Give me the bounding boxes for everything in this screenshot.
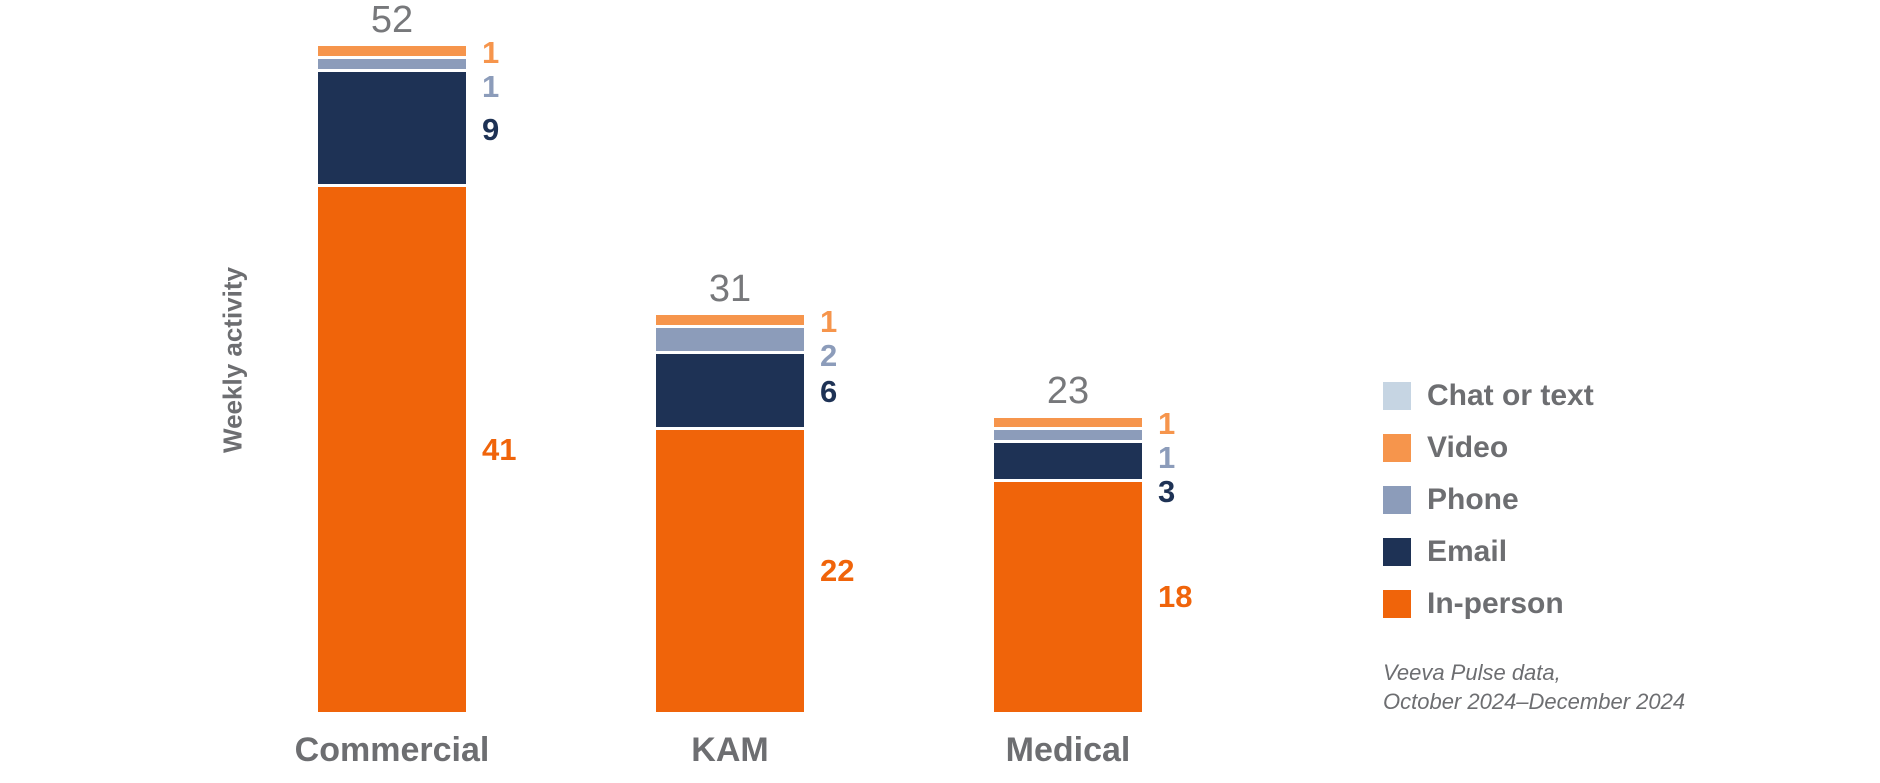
bar-segment-medical-phone bbox=[994, 430, 1142, 444]
legend-swatch-in-person bbox=[1383, 590, 1411, 618]
bar-segment-commercial-in-person bbox=[318, 187, 466, 712]
value-label-kam-phone: 2 bbox=[820, 337, 838, 373]
bar-segment-medical-in-person bbox=[994, 481, 1142, 712]
total-label-kam: 31 bbox=[708, 267, 752, 310]
value-label-kam-email: 6 bbox=[820, 374, 838, 409]
value-label-commercial-video: 1 bbox=[482, 34, 500, 70]
bar-segment-medical-video bbox=[994, 417, 1142, 431]
value-label-medical-in-person: 18 bbox=[1158, 578, 1193, 614]
legend-label-email: Email bbox=[1427, 535, 1508, 568]
legend-item-chat-or-text: Chat or text bbox=[1383, 379, 1594, 412]
bar-segment-commercial-phone bbox=[318, 59, 466, 72]
legend-item-in-person: In-person bbox=[1383, 587, 1594, 620]
legend-swatch-phone bbox=[1383, 486, 1411, 514]
value-label-kam-in-person: 22 bbox=[820, 553, 855, 589]
bar-segment-kam-email bbox=[656, 353, 804, 431]
category-label-commercial: Commercial bbox=[294, 731, 490, 769]
legend-label-chat-or-text: Chat or text bbox=[1427, 379, 1594, 412]
legend-item-phone: Phone bbox=[1383, 483, 1594, 516]
source-note-line-1: Veeva Pulse data, bbox=[1383, 660, 1561, 685]
chart-legend: Chat or text Video Phone Email In-person bbox=[1383, 379, 1594, 620]
bar-medical bbox=[994, 417, 1142, 712]
total-label-commercial: 52 bbox=[370, 0, 414, 41]
legend-label-video: Video bbox=[1427, 431, 1509, 464]
value-label-medical-phone: 1 bbox=[1158, 440, 1176, 475]
legend-label-phone: Phone bbox=[1427, 483, 1519, 516]
legend-swatch-video bbox=[1383, 434, 1411, 462]
bar-segment-kam-phone bbox=[656, 327, 804, 354]
legend-swatch-chat-or-text bbox=[1383, 382, 1411, 410]
source-note-line-2: October 2024–December 2024 bbox=[1383, 689, 1686, 714]
bar-segment-kam-in-person bbox=[656, 430, 804, 712]
value-label-commercial-email: 9 bbox=[482, 111, 500, 147]
value-label-medical-video: 1 bbox=[1158, 406, 1176, 441]
legend-item-video: Video bbox=[1383, 431, 1594, 464]
value-label-kam-video: 1 bbox=[820, 303, 838, 339]
bar-kam bbox=[656, 315, 804, 712]
bar-segment-kam-video bbox=[656, 315, 804, 328]
category-label-medical: Medical bbox=[1005, 731, 1131, 769]
bar-segment-medical-email bbox=[994, 443, 1142, 482]
bar-commercial bbox=[318, 46, 466, 712]
value-label-commercial-phone: 1 bbox=[482, 68, 500, 104]
source-note: Veeva Pulse data, October 2024–December … bbox=[1383, 658, 1685, 716]
bar-segment-commercial-video bbox=[318, 46, 466, 60]
legend-swatch-email bbox=[1383, 538, 1411, 566]
value-label-commercial-in-person: 41 bbox=[482, 431, 517, 467]
legend-label-in-person: In-person bbox=[1427, 587, 1564, 620]
legend-item-email: Email bbox=[1383, 535, 1594, 568]
y-axis-label: Weekly activity bbox=[217, 267, 248, 453]
category-label-kam: KAM bbox=[691, 731, 769, 769]
bar-segment-commercial-email bbox=[318, 71, 466, 188]
value-label-medical-email: 3 bbox=[1158, 474, 1176, 509]
total-label-medical: 23 bbox=[1046, 370, 1090, 413]
